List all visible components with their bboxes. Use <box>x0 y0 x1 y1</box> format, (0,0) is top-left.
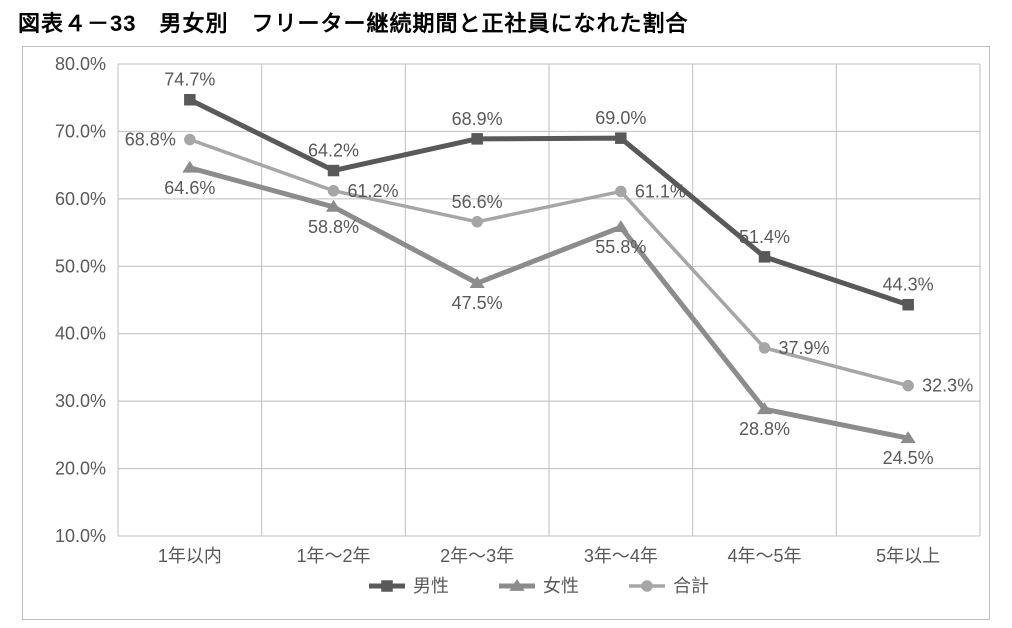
chart-title: 図表４－33 男女別 フリーター継続期間と正社員になれた割合 <box>18 6 688 38</box>
y-tick-label: 60.0% <box>55 189 106 209</box>
data-label: 47.5% <box>452 293 503 313</box>
y-tick-label: 30.0% <box>55 391 106 411</box>
y-tick-label: 80.0% <box>55 54 106 74</box>
data-label: 24.5% <box>883 448 934 468</box>
data-label: 68.9% <box>452 109 503 129</box>
marker-circle <box>185 135 195 145</box>
y-tick-label: 20.0% <box>55 459 106 479</box>
marker-circle <box>642 581 652 591</box>
data-label: 69.0% <box>595 108 646 128</box>
data-label: 44.3% <box>883 275 934 295</box>
data-label: 61.1% <box>635 181 686 201</box>
x-tick-label: 1年以内 <box>158 546 222 566</box>
marker-square <box>903 300 913 310</box>
marker-circle <box>903 381 913 391</box>
marker-square <box>616 133 626 143</box>
marker-square <box>760 252 770 262</box>
x-tick-label: 3年～4年 <box>584 546 658 566</box>
x-tick-label: 2年～3年 <box>440 546 514 566</box>
y-tick-label: 50.0% <box>55 256 106 276</box>
marker-square <box>185 95 195 105</box>
y-tick-label: 40.0% <box>55 324 106 344</box>
data-label: 68.8% <box>125 130 176 150</box>
data-label: 61.2% <box>348 181 399 201</box>
legend-label: 合計 <box>673 576 709 596</box>
marker-circle <box>760 343 770 353</box>
marker-circle <box>329 186 339 196</box>
marker-square <box>472 134 482 144</box>
data-label: 58.8% <box>308 217 359 237</box>
x-tick-label: 4年～5年 <box>727 546 801 566</box>
y-tick-label: 70.0% <box>55 121 106 141</box>
data-label: 55.8% <box>595 237 646 257</box>
x-tick-label: 5年以上 <box>876 546 940 566</box>
marker-square <box>329 166 339 176</box>
marker-circle <box>472 217 482 227</box>
marker-square <box>382 581 392 591</box>
y-tick-label: 10.0% <box>55 526 106 546</box>
legend-label: 男性 <box>413 576 449 596</box>
data-label: 64.2% <box>308 141 359 161</box>
data-label: 56.6% <box>452 192 503 212</box>
x-tick-label: 1年～2年 <box>296 546 370 566</box>
data-label: 28.8% <box>739 419 790 439</box>
data-label: 32.3% <box>922 376 973 396</box>
data-label: 51.4% <box>739 227 790 247</box>
data-label: 64.6% <box>164 178 215 198</box>
marker-circle <box>616 186 626 196</box>
line-chart: 10.0% 20.0% 30.0% 40.0% 50.0% 60.0% 70.0% 80.0%… <box>22 46 990 620</box>
legend-label: 女性 <box>543 576 579 596</box>
data-label: 74.7% <box>164 70 215 90</box>
data-label: 37.9% <box>779 338 830 358</box>
